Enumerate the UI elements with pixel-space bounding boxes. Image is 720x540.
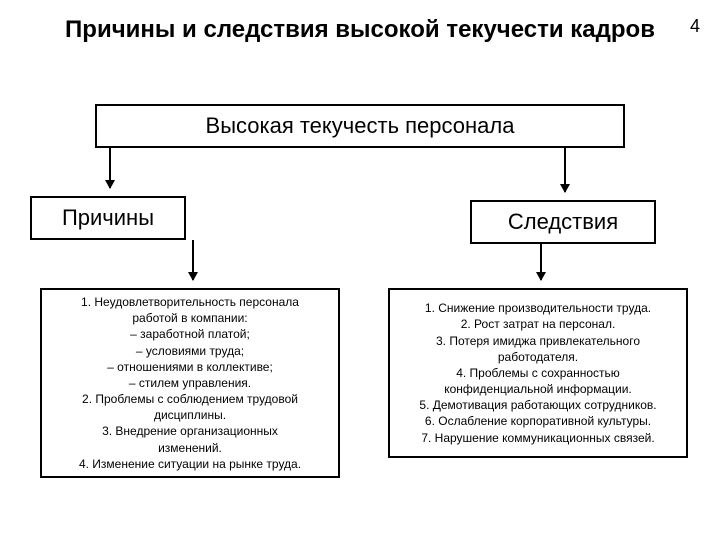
right-label-text: Следствия [508,209,618,235]
arrow-top-to-right [564,148,566,192]
slide-title: Причины и следствия высокой текучести ка… [0,0,720,53]
effects-text: 1. Снижение производительности труда. 2.… [419,300,656,446]
causes-text: 1. Неудовлетворительность персонала рабо… [79,294,301,472]
causes-box: 1. Неудовлетворительность персонала рабо… [40,288,340,478]
arrow-left-label-to-content [192,240,194,280]
effects-box: 1. Снижение производительности труда. 2.… [388,288,688,458]
top-box: Высокая текучесть персонала [95,104,625,148]
arrow-right-label-to-content [540,244,542,280]
arrow-top-to-left [109,148,111,188]
right-label-box: Следствия [470,200,656,244]
left-label-box: Причины [30,196,186,240]
page-number: 4 [690,16,700,37]
top-box-text: Высокая текучесть персонала [206,113,515,139]
left-label-text: Причины [62,205,154,231]
